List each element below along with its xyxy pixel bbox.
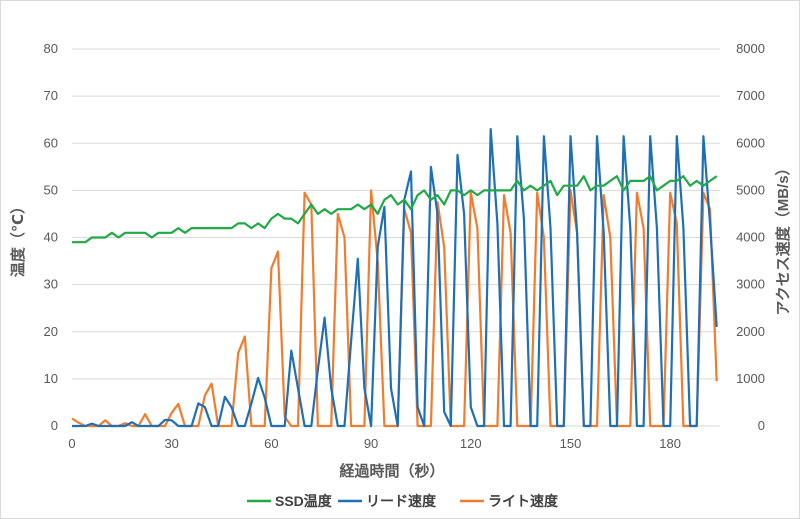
series-lines: [71, 128, 718, 428]
legend-label-0: SSD温度: [275, 493, 333, 509]
x-tick-label: 60: [264, 436, 278, 451]
y-left-tick-label: 10: [44, 371, 58, 386]
x-tick-label: 0: [68, 436, 75, 451]
y-axis-left-title: 温度（℃）: [9, 199, 27, 277]
y-right-tick-label: 2000: [736, 324, 765, 339]
series-line-0: [72, 175, 718, 244]
y-right-tick-label: 6000: [736, 135, 765, 150]
series-line-1: [72, 128, 718, 428]
tick-labels: 0 10 20 30 40 50 60 70 80 0 1000 2000 3000 4000 5000 60…: [44, 41, 765, 451]
legend: SSD温度 リード速度 ライト速度: [247, 493, 559, 509]
y-right-tick-label: 4000: [736, 230, 765, 245]
y-left-tick-label: 60: [44, 135, 58, 150]
y-left-tick-label: 0: [51, 418, 58, 433]
legend-label-1: リード速度: [366, 493, 437, 509]
x-tick-label: 150: [560, 436, 582, 451]
y-right-tick-label: 8000: [736, 41, 765, 56]
x-tick-label: 30: [164, 436, 178, 451]
series-line-2: [71, 189, 718, 428]
y-right-tick-label: 3000: [736, 277, 765, 292]
y-right-tick-label: 7000: [736, 88, 765, 103]
legend-label-2: ライト速度: [488, 493, 559, 509]
y-left-tick-label: 50: [44, 182, 58, 197]
y-left-tick-label: 20: [44, 324, 58, 339]
x-tick-label: 90: [364, 436, 378, 451]
y-left-tick-label: 70: [44, 88, 58, 103]
y-axis-right-title: アクセス速度（MB/s）: [774, 160, 792, 315]
y-left-tick-label: 40: [44, 230, 58, 245]
gridlines: [72, 48, 720, 427]
x-tick-label: 180: [659, 436, 681, 451]
y-left-tick-label: 30: [44, 277, 58, 292]
y-left-tick-label: 80: [44, 41, 58, 56]
y-right-tick-label: 1000: [736, 371, 765, 386]
x-axis-title: 経過時間（秒）: [339, 462, 444, 480]
x-tick-label: 120: [460, 436, 482, 451]
y-right-tick-label: 5000: [736, 182, 765, 197]
y-right-tick-label: 0: [758, 418, 765, 433]
